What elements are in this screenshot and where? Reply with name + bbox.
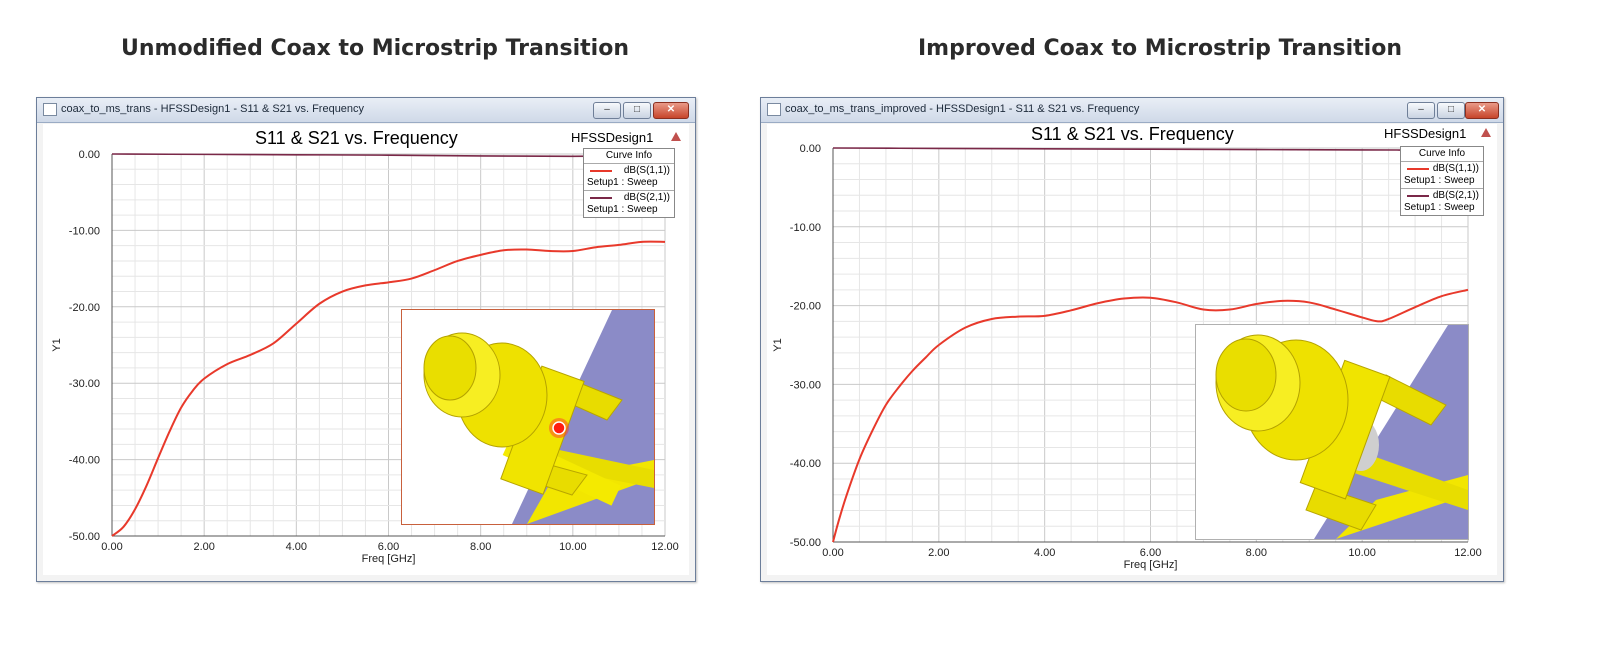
legend-entry-s21[interactable]: dB(S(2,1)) Setup1 : Sweep <box>584 191 674 217</box>
window-titlebar[interactable]: coax_to_ms_trans_improved - HFSSDesign1 … <box>761 98 1503 123</box>
x-tick-label: 4.00 <box>286 541 307 553</box>
y-tick-label: -30.00 <box>69 378 100 390</box>
x-tick-label: 2.00 <box>928 547 949 559</box>
y-tick-label: -30.00 <box>790 379 821 391</box>
close-button[interactable]: ✕ <box>1465 102 1499 119</box>
legend-header: Curve Info <box>584 149 674 164</box>
maximize-button[interactable]: □ <box>623 102 651 119</box>
x-axis-label: Freq [GHz] <box>1124 559 1178 571</box>
y-tick-label: -50.00 <box>790 537 821 549</box>
window-title: coax_to_ms_trans_improved - HFSSDesign1 … <box>785 103 1140 115</box>
design-marker-icon[interactable] <box>671 132 681 141</box>
curve-s11 <box>111 240 666 537</box>
curve-s21 <box>832 147 1469 151</box>
legend-entry-s11[interactable]: dB(S(1,1)) Setup1 : Sweep <box>584 164 674 191</box>
y-axis-label: Y1 <box>772 338 784 351</box>
legend-name: dB(S(2,1)) <box>1432 190 1479 201</box>
x-tick-label: 6.00 <box>1140 547 1161 559</box>
y-tick-label: -40.00 <box>790 458 821 470</box>
legend-header: Curve Info <box>1401 147 1483 162</box>
plot-window-improved[interactable]: coax_to_ms_trans_improved - HFSSDesign1 … <box>760 97 1504 582</box>
x-tick-label: 8.00 <box>470 541 491 553</box>
legend-name: dB(S(1,1)) <box>1432 163 1479 174</box>
plot-area: S11 & S21 vs. Frequency HFSSDesign1 0.00… <box>43 124 689 575</box>
x-tick-label: 0.00 <box>822 547 843 559</box>
coax-connector-render <box>423 310 654 524</box>
design-marker-icon[interactable] <box>1481 128 1491 137</box>
legend-swatch <box>1407 195 1429 197</box>
x-tick-label: 4.00 <box>1034 547 1055 559</box>
coax-connector-render <box>1215 325 1468 539</box>
plot-title: S11 & S21 vs. Frequency <box>1031 124 1234 144</box>
legend-name: dB(S(2,1)) <box>623 192 670 203</box>
legend-swatch <box>590 197 612 199</box>
plot-title: S11 & S21 vs. Frequency <box>255 128 458 148</box>
maximize-button[interactable]: □ <box>1437 102 1465 119</box>
y-tick-label: -20.00 <box>69 302 100 314</box>
window-app-icon <box>767 103 781 116</box>
x-tick-label: 0.00 <box>101 541 122 553</box>
heading-unmodified: Unmodified Coax to Microstrip Transition <box>121 36 629 61</box>
curve-info-legend[interactable]: Curve Info dB(S(1,1)) Setup1 : Sweep dB(… <box>1400 146 1484 216</box>
design-name: HFSSDesign1 <box>1384 126 1467 141</box>
x-tick-label: 2.00 <box>193 541 214 553</box>
x-tick-label: 6.00 <box>378 541 399 553</box>
y-tick-label: -40.00 <box>69 455 100 467</box>
y-tick-label: 0.00 <box>79 149 100 161</box>
curve-s11 <box>832 288 1469 543</box>
minimize-button[interactable]: – <box>593 102 621 119</box>
minimize-button[interactable]: – <box>1407 102 1435 119</box>
model-inset-image <box>1195 324 1469 540</box>
model-inset-image <box>401 309 655 525</box>
x-tick-label: 12.00 <box>651 541 679 553</box>
plot-window-unmodified[interactable]: coax_to_ms_trans - HFSSDesign1 - S11 & S… <box>36 97 696 582</box>
x-tick-label: 10.00 <box>559 541 587 553</box>
legend-name: dB(S(1,1)) <box>623 165 670 176</box>
y-tick-label: 0.00 <box>800 143 821 155</box>
legend-setup: Setup1 : Sweep <box>587 204 658 215</box>
legend-setup: Setup1 : Sweep <box>587 177 658 188</box>
legend-setup: Setup1 : Sweep <box>1404 175 1475 186</box>
heading-improved: Improved Coax to Microstrip Transition <box>918 36 1402 61</box>
x-tick-label: 10.00 <box>1348 547 1376 559</box>
y-tick-label: -20.00 <box>790 301 821 313</box>
y-tick-label: -10.00 <box>69 225 100 237</box>
window-titlebar[interactable]: coax_to_ms_trans - HFSSDesign1 - S11 & S… <box>37 98 695 123</box>
design-name: HFSSDesign1 <box>571 130 654 145</box>
x-axis-label: Freq [GHz] <box>362 553 416 565</box>
legend-entry-s21[interactable]: dB(S(2,1)) Setup1 : Sweep <box>1401 189 1483 215</box>
legend-setup: Setup1 : Sweep <box>1404 202 1475 213</box>
window-app-icon <box>43 103 57 116</box>
y-tick-label: -50.00 <box>69 531 100 543</box>
x-tick-label: 12.00 <box>1454 547 1482 559</box>
window-title: coax_to_ms_trans - HFSSDesign1 - S11 & S… <box>61 103 365 115</box>
legend-entry-s11[interactable]: dB(S(1,1)) Setup1 : Sweep <box>1401 162 1483 189</box>
legend-swatch <box>1407 168 1429 170</box>
legend-swatch <box>590 170 612 172</box>
plot-area: S11 & S21 vs. Frequency HFSSDesign1 0.00… <box>767 124 1497 575</box>
y-axis-label: Y1 <box>51 338 63 351</box>
x-tick-label: 8.00 <box>1246 547 1267 559</box>
close-button[interactable]: ✕ <box>653 102 689 119</box>
curve-info-legend[interactable]: Curve Info dB(S(1,1)) Setup1 : Sweep dB(… <box>583 148 675 218</box>
y-tick-label: -10.00 <box>790 222 821 234</box>
